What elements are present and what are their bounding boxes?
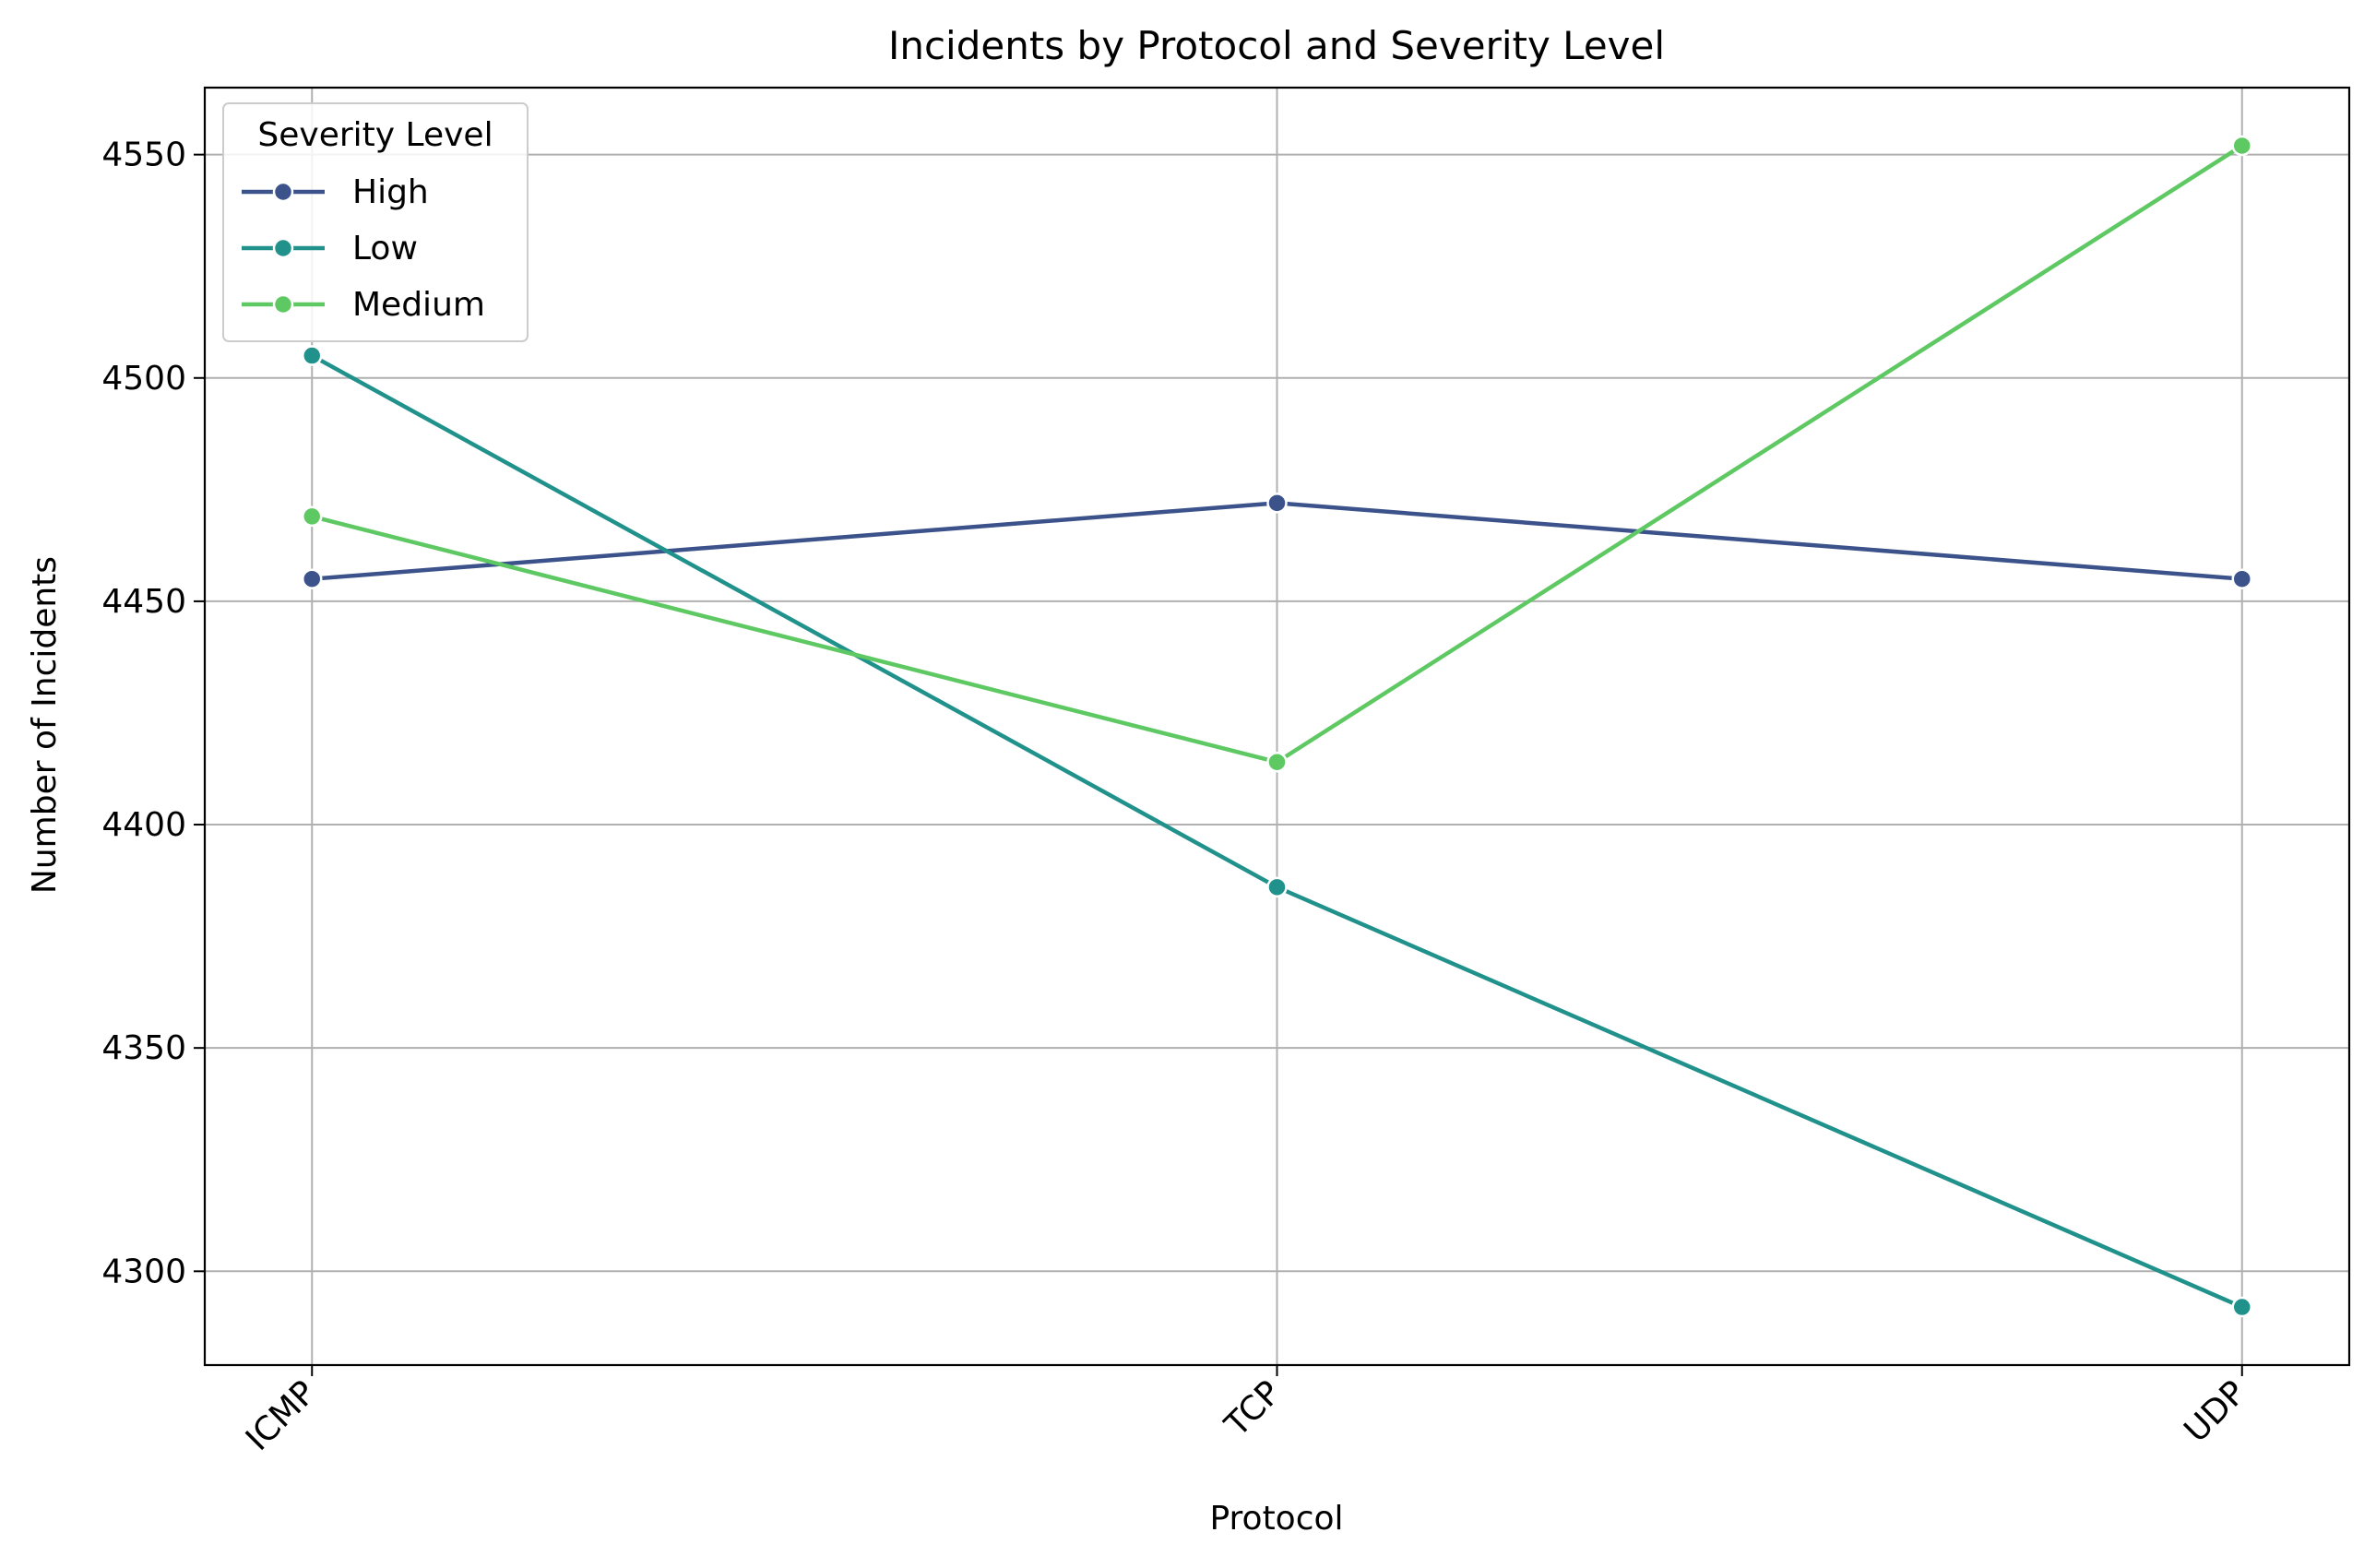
- y-tick-label: 4500: [101, 360, 186, 398]
- data-point-medium: [1266, 751, 1288, 773]
- legend-marker-low: [272, 237, 294, 259]
- y-tick-label: 4350: [101, 1029, 186, 1067]
- x-axis-label: Protocol: [1209, 1500, 1343, 1538]
- legend-marker-medium: [272, 293, 294, 315]
- chart-title: Incidents by Protocol and Severity Level: [888, 23, 1665, 68]
- legend: Severity Level High Low Medium: [222, 102, 529, 342]
- data-point-medium: [2231, 135, 2252, 157]
- grid: [205, 88, 2349, 1365]
- data-point-high: [2231, 568, 2252, 589]
- data-point-medium: [302, 505, 323, 528]
- legend-marker-high: [272, 181, 294, 203]
- legend-entries: High Low Medium: [242, 173, 485, 324]
- data-point-high: [302, 568, 323, 589]
- y-tick-label: 4550: [101, 137, 186, 174]
- legend-label-high: High: [352, 173, 429, 211]
- legend-title: Severity Level: [257, 116, 493, 154]
- legend-label-low: Low: [352, 230, 418, 267]
- y-tick-label: 4300: [101, 1253, 186, 1290]
- y-tick-label: 4450: [101, 583, 186, 621]
- legend-box: [222, 102, 529, 342]
- data-point-high: [1266, 493, 1288, 514]
- legend-label-medium: Medium: [352, 286, 485, 324]
- y-tick-label: 4400: [101, 806, 186, 844]
- data-point-low: [302, 345, 323, 366]
- y-axis-label: Number of Incidents: [26, 556, 64, 894]
- data-point-low: [1266, 876, 1288, 898]
- series-lines: [302, 135, 2252, 1318]
- data-point-low: [2231, 1296, 2252, 1318]
